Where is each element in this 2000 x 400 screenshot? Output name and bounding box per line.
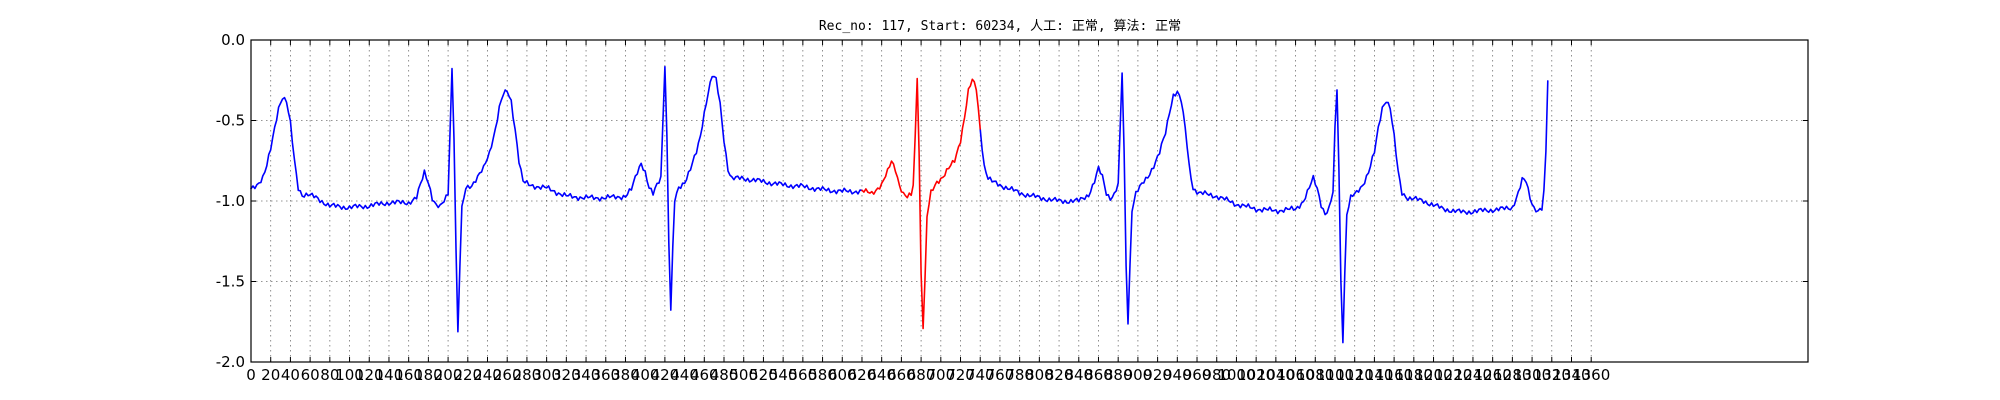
x-tick-label: 100 (335, 366, 364, 384)
x-tick-label: 1140 (1355, 366, 1393, 384)
x-tick-label: 920 (1143, 366, 1172, 384)
x-tick-label: 460 (690, 366, 719, 384)
x-tick-label: 1240 (1454, 366, 1492, 384)
x-tick-label: 320 (552, 366, 581, 384)
x-tick-label: 120 (355, 366, 384, 384)
signal-highlight-segment (861, 77, 981, 330)
ecg-signal (250, 65, 1549, 344)
x-tick-label: 520 (749, 366, 778, 384)
x-tick-label: 860 (1084, 366, 1113, 384)
x-tick-label: 540 (769, 366, 798, 384)
x-tick-label: 1120 (1336, 366, 1374, 384)
x-tick-label: 60 (301, 366, 320, 384)
x-tick-label: 900 (1124, 366, 1153, 384)
x-tick-label: 40 (281, 366, 300, 384)
x-tick-label: 400 (631, 366, 660, 384)
x-tick-label: 180 (414, 366, 443, 384)
x-tick-label: 300 (532, 366, 561, 384)
x-tick-label: 780 (1005, 366, 1034, 384)
x-tick-label: 360 (591, 366, 620, 384)
x-tick-label: 720 (946, 366, 975, 384)
x-tick-label: 1040 (1257, 366, 1295, 384)
signal-line-before (250, 65, 863, 333)
x-tick-label: 480 (710, 366, 739, 384)
x-tick-label: 1000 (1217, 366, 1255, 384)
x-tick-label: 760 (986, 366, 1015, 384)
x-tick-label: 880 (1104, 366, 1133, 384)
x-tick-label: 560 (789, 366, 818, 384)
x-tick-label: 260 (493, 366, 522, 384)
x-tick-label: 1160 (1375, 366, 1413, 384)
x-tick-label: 1200 (1414, 366, 1452, 384)
x-tick-label: 640 (867, 366, 896, 384)
x-tick-label: 1220 (1434, 366, 1472, 384)
x-tick-label: 600 (828, 366, 857, 384)
x-tick-label: 1300 (1513, 366, 1551, 384)
x-tick-label: 1060 (1276, 366, 1314, 384)
x-tick-label: 580 (808, 366, 837, 384)
x-tick-label: 1320 (1533, 366, 1571, 384)
x-tick-label: 940 (1163, 366, 1192, 384)
x-tick-label: 1340 (1552, 366, 1590, 384)
x-tick-label: 500 (729, 366, 758, 384)
x-tick-label: 800 (1025, 366, 1054, 384)
x-tick-label: 1280 (1493, 366, 1531, 384)
x-tick-label: 1260 (1474, 366, 1512, 384)
x-tick-label: 80 (320, 366, 339, 384)
x-tick-label: 160 (394, 366, 423, 384)
x-tick-label: 0 (246, 366, 256, 384)
x-tick-label: 1100 (1316, 366, 1354, 384)
y-tick-label: -1.5 (216, 273, 245, 291)
x-tick-label: 220 (453, 366, 482, 384)
x-tick-label: 740 (966, 366, 995, 384)
chart-title: Rec_no: 117, Start: 60234, 人工: 正常, 算法: 正… (819, 19, 1181, 34)
y-tick-label: -2.0 (216, 353, 245, 371)
x-tick-label: 240 (473, 366, 502, 384)
x-tick-label: 960 (1183, 366, 1212, 384)
y-axis: 0.0 -0.5 -1.0 -1.5 -2.0 (216, 31, 1808, 371)
y-tick-label: 0.0 (221, 31, 245, 49)
x-tick-label: 280 (513, 366, 542, 384)
x-tick-label: 1080 (1296, 366, 1334, 384)
x-tick-label: 700 (926, 366, 955, 384)
x-tick-label: 680 (907, 366, 936, 384)
x-tick-label: 200 (434, 366, 463, 384)
grid (251, 40, 1808, 362)
x-tick-label: 840 (1064, 366, 1093, 384)
x-tick-label: 1360 (1572, 366, 1610, 384)
signal-line-after (979, 72, 1549, 344)
x-tick-label: 20 (261, 366, 280, 384)
y-tick-label: -1.0 (216, 192, 245, 210)
y-tick-label: -0.5 (216, 112, 245, 130)
x-tick-label: 820 (1045, 366, 1074, 384)
x-tick-label: 620 (848, 366, 877, 384)
x-tick-label: 380 (611, 366, 640, 384)
x-tick-label: 1180 (1395, 366, 1433, 384)
x-tick-label: 140 (375, 366, 404, 384)
x-tick-label: 420 (651, 366, 680, 384)
x-tick-label: 1020 (1237, 366, 1275, 384)
x-axis: 0 20 40 60 801001201401601802002202402602803… (246, 40, 1610, 384)
x-tick-label: 340 (572, 366, 601, 384)
x-tick-label: 660 (887, 366, 916, 384)
x-tick-label: 440 (670, 366, 699, 384)
x-tick-label: 980 (1202, 366, 1231, 384)
